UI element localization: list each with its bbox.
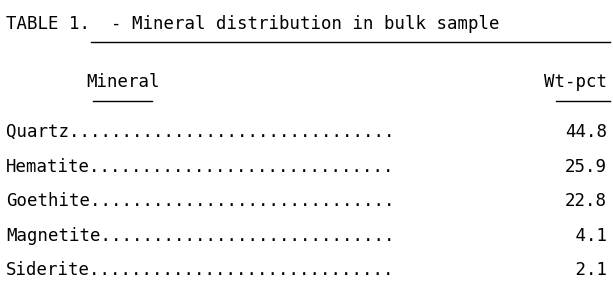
- Text: Hematite.............................: Hematite.............................: [6, 158, 395, 176]
- Text: Quartz...............................: Quartz...............................: [6, 123, 395, 141]
- Text: 25.9: 25.9: [565, 158, 607, 176]
- Text: Mineral: Mineral: [86, 73, 159, 91]
- Text: Wt-pct: Wt-pct: [544, 73, 607, 91]
- Text: 4.1: 4.1: [565, 227, 607, 245]
- Text: 44.8: 44.8: [565, 123, 607, 141]
- Text: Siderite.............................: Siderite.............................: [6, 261, 395, 279]
- Text: TABLE 1.  - Mineral distribution in bulk sample: TABLE 1. - Mineral distribution in bulk …: [6, 15, 500, 33]
- Text: Goethite.............................: Goethite.............................: [6, 192, 395, 210]
- Text: Magnetite............................: Magnetite............................: [6, 227, 395, 245]
- Text: 2.1: 2.1: [565, 261, 607, 279]
- Text: 22.8: 22.8: [565, 192, 607, 210]
